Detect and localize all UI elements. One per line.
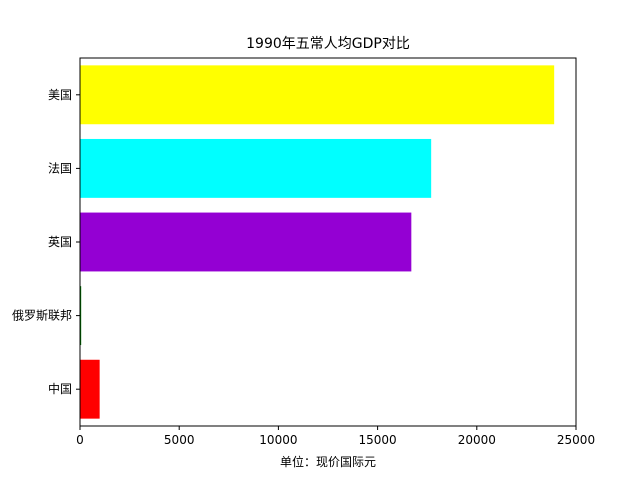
bar-1 bbox=[80, 286, 82, 346]
y-tick-label-0: 中国 bbox=[48, 381, 72, 396]
bar-2 bbox=[80, 212, 412, 272]
x-tick-label-0: 0 bbox=[76, 433, 84, 447]
y-tick-label-4: 美国 bbox=[48, 88, 72, 102]
bars-group bbox=[80, 65, 555, 419]
x-tick-label-4: 20000 bbox=[458, 433, 496, 447]
x-axis-ticks: 0 5000 10000 15000 20000 25000 bbox=[76, 426, 595, 447]
x-tick-label-5: 25000 bbox=[557, 433, 595, 447]
y-tick-label-1: 俄罗斯联邦 bbox=[12, 309, 72, 323]
bar-3 bbox=[80, 138, 432, 198]
bar-4 bbox=[80, 65, 555, 125]
x-axis-label: 单位：现价国际元 bbox=[280, 454, 376, 469]
x-tick-label-3: 15000 bbox=[359, 433, 397, 447]
y-tick-label-2: 英国 bbox=[48, 235, 72, 249]
x-tick-label-2: 10000 bbox=[259, 433, 297, 447]
chart-title: 1990年五常人均GDP对比 bbox=[246, 36, 410, 52]
x-tick-label-1: 5000 bbox=[164, 433, 195, 447]
y-axis-ticks: 中国 俄罗斯联邦 英国 法国 美国 bbox=[12, 88, 80, 396]
y-tick-label-3: 法国 bbox=[48, 161, 72, 175]
bar-0 bbox=[80, 359, 100, 419]
